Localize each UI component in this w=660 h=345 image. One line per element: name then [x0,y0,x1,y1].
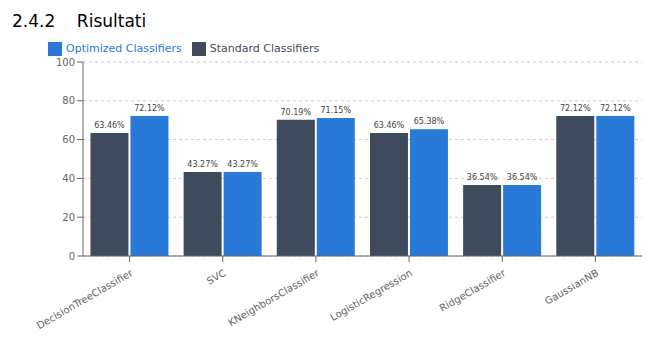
svg-text:43.27%: 43.27% [227,160,258,169]
svg-text:LogisticRegression: LogisticRegression [328,267,414,323]
svg-text:0: 0 [69,251,75,262]
svg-text:43.27%: 43.27% [187,160,218,169]
svg-text:GaussianNB: GaussianNB [543,267,601,307]
html-text:Optimized Classifiers: Optimized Classifiers [66,42,182,55]
svg-text:KNeighborsClassifier: KNeighborsClassifier [226,267,322,329]
svg-text:36.54%: 36.54% [507,173,538,182]
svg-text:71.15%: 71.15% [321,106,352,115]
svg-text:RidgeClassifier: RidgeClassifier [437,267,508,314]
svg-text:63.46%: 63.46% [374,121,405,130]
svg-text:65.38%: 65.38% [414,117,445,126]
svg-text:100: 100 [56,57,75,68]
svg-text:72.12%: 72.12% [560,104,591,113]
svg-text:36.54%: 36.54% [467,173,498,182]
svg-text:40: 40 [62,173,75,184]
html-text:2.4.2 Risultati: 2.4.2 Risultati [12,11,147,31]
svg-text:72.12%: 72.12% [134,104,165,113]
svg-text:72.12%: 72.12% [600,104,631,113]
svg-text:60: 60 [62,134,75,145]
html-text:Standard Classifiers: Standard Classifiers [209,42,320,55]
svg-text:80: 80 [62,95,75,106]
svg-text:SVC: SVC [205,267,228,287]
svg-text:DecisionTreeClassifier: DecisionTreeClassifier [35,267,136,331]
svg-text:70.19%: 70.19% [281,108,312,117]
svg-text:63.46%: 63.46% [94,121,125,130]
svg-text:20: 20 [62,212,75,223]
